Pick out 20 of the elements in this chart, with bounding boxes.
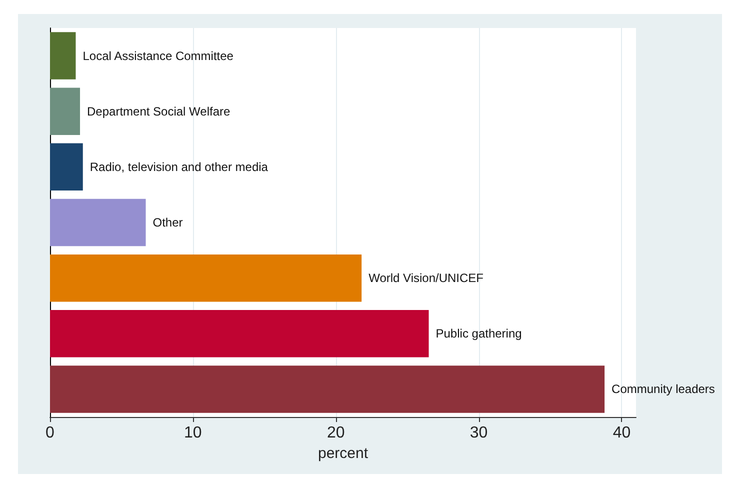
bar xyxy=(50,198,146,246)
y-tick-label: Other xyxy=(152,216,183,230)
y-tick-label: Radio, television and other media xyxy=(90,160,268,174)
bar xyxy=(50,88,80,135)
bar xyxy=(50,254,362,302)
bar xyxy=(50,143,83,191)
y-tick-label: World Vision/UNICEF xyxy=(368,271,484,286)
x-tick-label: 10 xyxy=(184,424,202,442)
bar xyxy=(50,366,605,413)
bar xyxy=(50,32,76,80)
x-tick-label: 0 xyxy=(46,424,55,442)
x-tick-label: 30 xyxy=(470,424,488,442)
x-tick-label: 40 xyxy=(612,424,631,442)
y-tick-label: Department Social Welfare xyxy=(87,104,231,118)
x-tick-label: 20 xyxy=(326,424,345,442)
y-tick-label: Community leaders xyxy=(612,382,715,396)
bar xyxy=(50,310,429,358)
y-tick-label: Local Assistance Committee xyxy=(82,48,234,63)
y-tick-label: Public gathering xyxy=(436,326,522,341)
x-axis-title: percent xyxy=(318,444,369,462)
